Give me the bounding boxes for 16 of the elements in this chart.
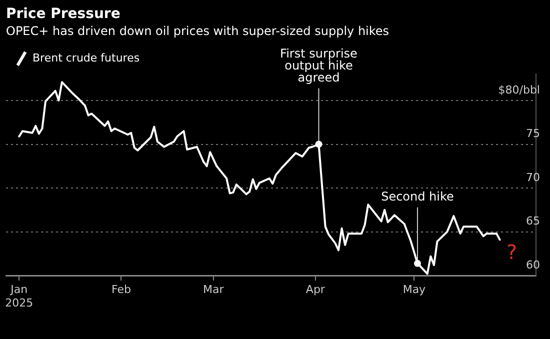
y-tick-label: 70	[526, 170, 540, 184]
y-tick-label: 60	[526, 258, 540, 272]
x-tick-label: Apr	[306, 283, 326, 296]
y-tick-label: $80/bbl	[498, 83, 540, 96]
x-tick-label: Jan 2025	[5, 283, 34, 310]
annotation: Second hike	[381, 189, 454, 204]
annotation: ?	[506, 240, 518, 264]
chart-title: Price Pressure	[6, 6, 120, 22]
x-tick-label: Mar	[203, 283, 224, 296]
y-tick-label: 65	[526, 214, 540, 228]
y-tick-label: 75	[526, 127, 540, 140]
x-tick-label: Feb	[111, 283, 131, 296]
annotation: First surprise output hike agreed	[280, 46, 358, 84]
legend-label: Brent crude futures	[32, 52, 140, 65]
chart-subtitle: OPEC+ has driven down oil prices with super-sized supply hikes	[6, 24, 390, 38]
x-tick-label: May	[402, 283, 426, 296]
